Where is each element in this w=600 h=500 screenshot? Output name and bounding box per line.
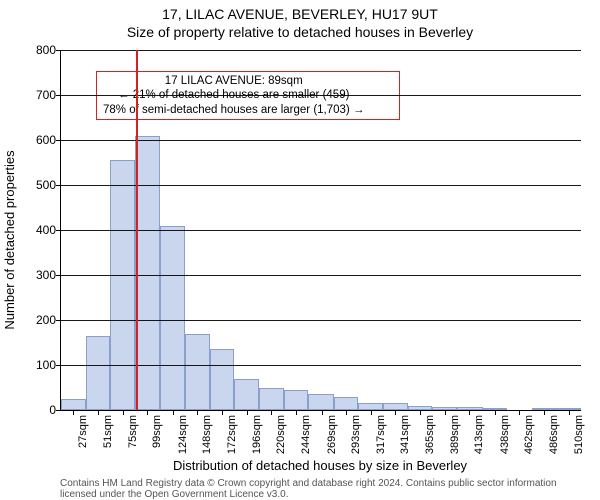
y-tick-mark xyxy=(56,275,61,276)
plot-area: 17 LILAC AVENUE: 89sqm ← 21% of detached… xyxy=(60,50,581,411)
x-tick-mark xyxy=(247,410,248,415)
x-tick-mark xyxy=(519,410,520,415)
y-tick-label: 300 xyxy=(16,268,56,282)
histogram-bar xyxy=(358,403,383,410)
y-gridline xyxy=(61,320,581,321)
histogram-bar xyxy=(110,160,135,410)
x-tick-mark xyxy=(346,410,347,415)
y-tick-label: 0 xyxy=(16,403,56,417)
y-tick-label: 400 xyxy=(16,223,56,237)
y-tick-label: 500 xyxy=(16,178,56,192)
x-tick-mark xyxy=(445,410,446,415)
x-axis-label: Distribution of detached houses by size … xyxy=(60,458,580,473)
x-tick-mark xyxy=(173,410,174,415)
histogram-bar xyxy=(210,349,235,410)
x-tick-mark xyxy=(544,410,545,415)
x-tick-mark xyxy=(222,410,223,415)
x-tick-mark xyxy=(98,410,99,415)
histogram-bar xyxy=(160,226,185,411)
reference-line xyxy=(136,50,138,410)
y-gridline xyxy=(61,230,581,231)
x-tick-mark xyxy=(371,410,372,415)
x-tick-mark xyxy=(123,410,124,415)
footnote: Contains HM Land Registry data © Crown c… xyxy=(60,478,580,500)
y-tick-label: 200 xyxy=(16,313,56,327)
y-tick-mark xyxy=(56,365,61,366)
y-tick-label: 600 xyxy=(16,133,56,147)
histogram-bar xyxy=(61,399,86,410)
y-tick-mark xyxy=(56,320,61,321)
chart-subtitle: Size of property relative to detached ho… xyxy=(0,24,600,40)
y-tick-label: 700 xyxy=(16,88,56,102)
y-gridline xyxy=(61,365,581,366)
histogram-bar xyxy=(334,397,359,411)
y-tick-mark xyxy=(56,185,61,186)
x-tick-mark xyxy=(197,410,198,415)
x-tick-mark xyxy=(420,410,421,415)
x-tick-mark xyxy=(147,410,148,415)
y-gridline xyxy=(61,50,581,51)
histogram-bar xyxy=(383,403,408,410)
chart-title-address: 17, LILAC AVENUE, BEVERLEY, HU17 9UT xyxy=(0,6,600,22)
x-tick-mark xyxy=(469,410,470,415)
histogram-bar xyxy=(234,379,259,411)
y-gridline xyxy=(61,95,581,96)
x-tick-mark xyxy=(296,410,297,415)
histogram-bar xyxy=(284,390,309,410)
x-tick-mark xyxy=(395,410,396,415)
histogram-bar xyxy=(259,388,284,411)
y-axis-label: Number of detached properties xyxy=(0,50,20,430)
y-tick-mark xyxy=(56,230,61,231)
annotation-line3: 78% of semi-detached houses are larger (… xyxy=(103,103,364,117)
y-gridline xyxy=(61,275,581,276)
y-tick-mark xyxy=(56,410,61,411)
y-gridline xyxy=(61,185,581,186)
x-tick-mark xyxy=(569,410,570,415)
y-tick-label: 800 xyxy=(16,43,56,57)
x-tick-mark xyxy=(73,410,74,415)
histogram-bar xyxy=(308,394,334,410)
y-gridline xyxy=(61,140,581,141)
x-tick-mark xyxy=(322,410,323,415)
annotation-line1: 17 LILAC AVENUE: 89sqm xyxy=(103,74,364,88)
y-tick-label: 100 xyxy=(16,358,56,372)
histogram-bar xyxy=(135,136,161,411)
x-tick-mark xyxy=(495,410,496,415)
histogram-bar xyxy=(86,336,111,410)
y-tick-mark xyxy=(56,95,61,96)
y-tick-mark xyxy=(56,50,61,51)
x-tick-mark xyxy=(271,410,272,415)
y-tick-mark xyxy=(56,140,61,141)
histogram-bar xyxy=(185,334,210,411)
